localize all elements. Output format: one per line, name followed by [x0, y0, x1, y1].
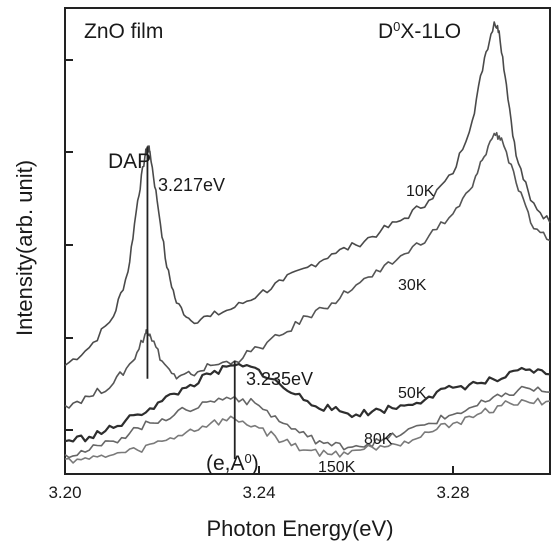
series-label-30k: 30K	[398, 277, 427, 294]
series-line-80k	[64, 385, 551, 459]
marker-lines	[146, 146, 236, 460]
x-tick-label: 3.24	[242, 483, 275, 502]
peak-d0x-label: D0X-1LO	[378, 19, 461, 44]
x-axis-ticks: 3.20 3.24 3.28	[48, 466, 470, 502]
dap-label: DAP	[108, 150, 151, 173]
series-layer	[64, 21, 551, 464]
dap-energy-label: 3.217eV	[158, 175, 225, 195]
series-label-80k: 80K	[364, 431, 393, 448]
series-label-50k: 50K	[398, 385, 427, 402]
x-axis-label: Photon Energy(eV)	[206, 516, 393, 541]
sample-label: ZnO film	[84, 20, 163, 43]
ea-energy-label: 3.235eV	[246, 369, 313, 389]
x-tick-label: 3.28	[436, 483, 469, 502]
series-line-150k	[64, 397, 551, 464]
plot-frame	[64, 7, 551, 475]
y-axis-ticks	[65, 59, 73, 431]
series-line-50k	[64, 362, 551, 443]
series-line-30k	[64, 131, 551, 409]
ea-label: (e,A0)	[206, 451, 259, 476]
x-tick-label: 3.20	[48, 483, 81, 502]
series-label-150k: 150K	[318, 459, 356, 476]
y-axis-label: Intensity(arb. unit)	[12, 160, 37, 336]
series-label-10k: 10K	[406, 183, 435, 200]
series-line-10k	[64, 21, 551, 367]
